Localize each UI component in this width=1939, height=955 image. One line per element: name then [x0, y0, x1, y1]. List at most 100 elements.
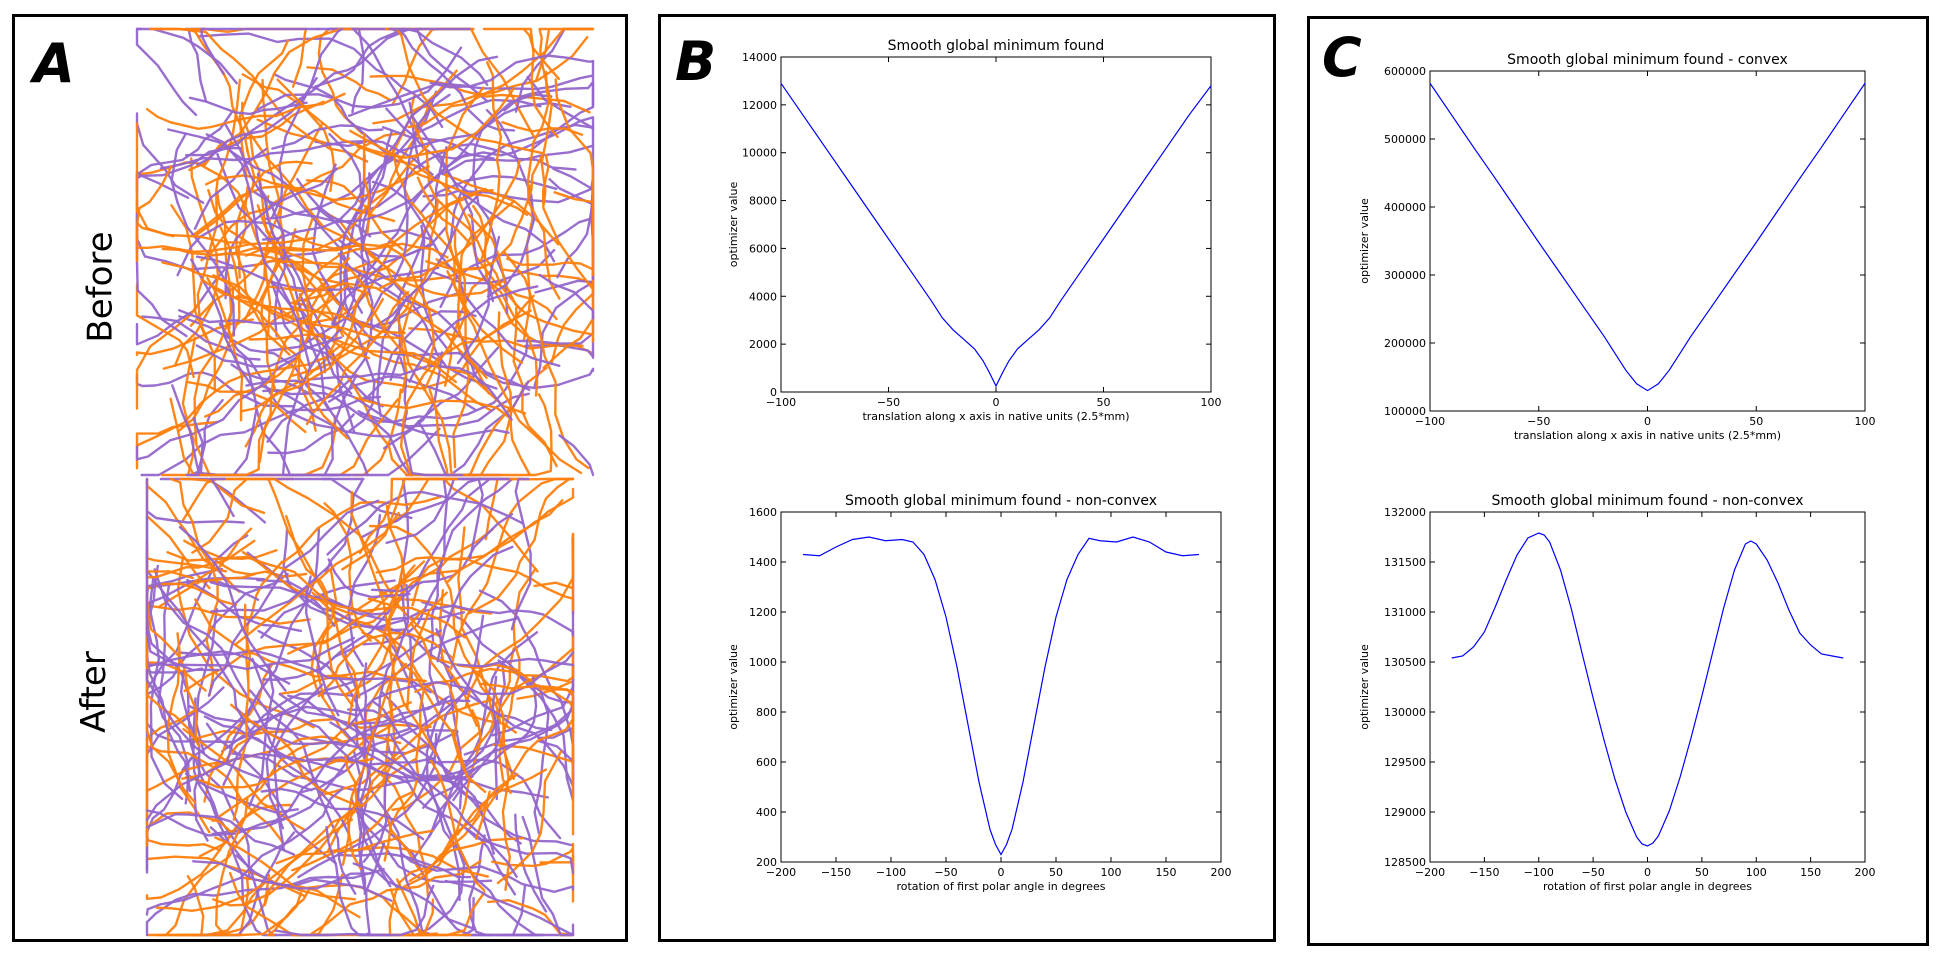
fiber-tract	[237, 477, 441, 638]
fiber-tract	[444, 879, 575, 937]
fiber-tract	[301, 218, 317, 341]
y-tick-label: 600	[756, 756, 777, 769]
fiber-tract	[346, 651, 575, 730]
fiber-tract	[402, 709, 483, 888]
fiber-tract	[383, 702, 421, 871]
fiber-tract	[497, 311, 532, 477]
y-tick-label: 1600	[749, 506, 777, 519]
fiber-tract	[267, 477, 361, 699]
fiber-tract	[327, 375, 477, 412]
y-tick-label: 400000	[1384, 201, 1426, 214]
fiber-tract	[214, 836, 357, 901]
fiber-tract	[148, 27, 326, 144]
chart-title: Smooth global minimum found	[888, 38, 1105, 54]
x-tick-label: 50	[1695, 866, 1709, 879]
fiber-tract	[556, 164, 595, 279]
y-tick-label: 131000	[1384, 606, 1426, 619]
fiber-tract	[367, 597, 466, 639]
fiber-tract	[539, 853, 575, 903]
fiber-tract	[533, 533, 575, 612]
fiber-tract	[360, 55, 499, 253]
x-tick-label: 50	[1049, 866, 1063, 879]
y-tick-label: 0	[770, 386, 777, 399]
fiber-tract	[347, 54, 595, 117]
fiber-tract	[166, 551, 354, 616]
fiber-tract	[526, 76, 595, 131]
x-tick-label: 50	[1097, 396, 1111, 409]
fiber-tract	[230, 703, 365, 807]
x-tick-label: 0	[998, 866, 1005, 879]
fiber-tract	[446, 487, 575, 583]
y-tick-label: 800	[756, 706, 777, 719]
fiber-tract	[268, 282, 490, 395]
x-tick-label: 100	[1855, 415, 1876, 428]
fiber-tract	[533, 684, 550, 835]
fiber-tract	[135, 112, 205, 205]
panel-a: A Before After	[12, 14, 628, 942]
fiber-tract	[238, 39, 290, 178]
fiber-tract	[145, 572, 289, 696]
fiber-tract	[166, 632, 211, 834]
fiber-tract	[135, 355, 300, 461]
fiber-tract	[491, 675, 498, 801]
fiber-tract	[209, 581, 389, 616]
fiber-tract	[366, 93, 451, 321]
fiber-tract	[244, 185, 272, 336]
fiber-tract	[222, 705, 359, 786]
fiber-tract	[553, 191, 595, 231]
fiber-tract	[291, 829, 434, 872]
fiber-tract	[291, 242, 449, 318]
x-tick-label: 200	[1855, 866, 1876, 879]
chart-title: Smooth global minimum found - non-convex	[845, 493, 1157, 509]
fiber-tract	[352, 862, 476, 931]
fiber-tract	[400, 852, 575, 893]
fiber-tract	[245, 734, 351, 837]
fiber-tract	[188, 96, 308, 116]
y-tick-label: 2000	[749, 338, 777, 351]
fiber-tract	[192, 860, 374, 890]
fiber-tract	[331, 243, 434, 325]
y-tick-label: 300000	[1384, 269, 1426, 282]
fiber-tract	[215, 797, 249, 937]
fiber-tract	[321, 427, 441, 477]
fiber-tract	[281, 495, 442, 564]
fiber-tract	[357, 338, 529, 424]
panel-b: B Smooth global minimum found −100 −50 0 50 1…	[658, 14, 1276, 942]
fiber-tract	[325, 826, 390, 937]
x-tick-label: −100	[1524, 866, 1554, 879]
fiber-tract	[456, 768, 548, 836]
fiber-tract	[261, 133, 478, 241]
chart-title: Smooth global minimum found - non-convex	[1491, 493, 1803, 509]
fiber-tract	[167, 128, 364, 314]
fiber-tract	[145, 623, 201, 748]
before-label: Before	[80, 231, 121, 343]
y-tick-label: 8000	[749, 195, 777, 208]
fiber-tract	[526, 70, 561, 300]
x-tick-label: 50	[1749, 415, 1763, 428]
fiber-tract	[145, 477, 245, 524]
fiber-tract	[196, 78, 242, 339]
fiber-tract	[208, 477, 235, 518]
fiber-tract	[396, 878, 472, 937]
x-tick-label: 150	[1156, 866, 1177, 879]
panel-a-letter: A	[33, 32, 75, 95]
chart-b-top: Smooth global minimum found −100 −50 0 50 100…	[727, 38, 1222, 423]
fiber-tract	[315, 743, 427, 854]
fiber-tract	[240, 285, 368, 413]
fiber-tract	[414, 647, 575, 693]
y-tick-label: 600000	[1384, 65, 1426, 78]
fiber-tract	[327, 558, 411, 599]
fiber-tract	[263, 477, 413, 520]
fiber-tract	[224, 167, 338, 300]
fiber-tract	[178, 315, 331, 412]
fiber-tract	[135, 283, 195, 379]
fiber-tract	[538, 27, 553, 206]
y-tick-label: 4000	[749, 290, 777, 303]
fiber-tracts-before-image	[135, 27, 595, 477]
fiber-tract	[182, 728, 307, 832]
fiber-tract	[209, 357, 259, 477]
fiber-tract	[253, 152, 469, 224]
fiber-tract	[425, 155, 543, 272]
chart-title: Smooth global minimum found - convex	[1507, 52, 1788, 68]
fiber-tract	[170, 132, 236, 337]
